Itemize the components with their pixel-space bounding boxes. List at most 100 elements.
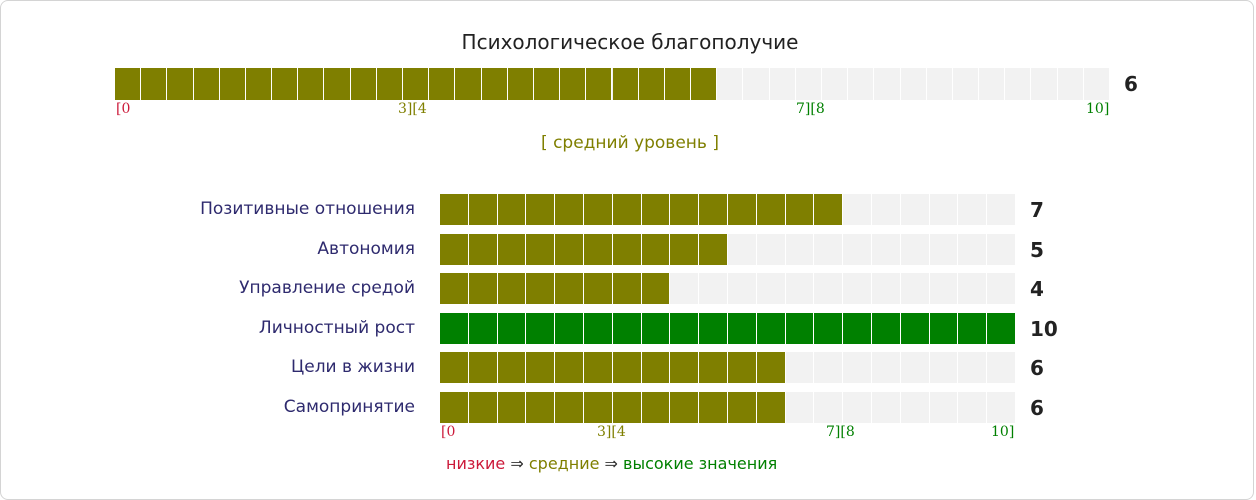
bar-empty-segment [843,233,872,265]
bar-segment [468,391,498,423]
main-bar-segment [691,68,718,100]
bar-empty-segment [930,233,959,265]
main-bar-segment [193,68,220,100]
main-bar-segment [586,68,613,100]
bar-empty-segment [699,273,728,304]
bar-empty-segment [958,391,988,423]
main-bar-segment [429,68,456,100]
bar-empty-segment [987,391,1016,423]
bar-segment [468,273,498,304]
bar-label: Цели в жизни [291,357,415,377]
bar-track [440,273,1016,304]
bar-segment [497,233,527,265]
bar-empty-segment [786,352,815,383]
main-bar-segment [245,68,273,100]
bar-empty-segment [814,352,844,383]
bar-segment [555,194,584,225]
main-bar-segment [324,68,351,100]
bar-segment [526,273,556,304]
bar-empty-segment [930,194,959,225]
bar-segment [497,391,527,423]
main-bar-segment [403,68,430,100]
bar-segment [468,233,498,265]
main-tick-3-4: 3][4 [398,101,427,117]
bar-segment [641,391,671,423]
bar-track [440,391,1016,423]
bar-segment [526,312,556,344]
bar-segment [612,273,642,304]
main-bar-empty-segment [1031,68,1058,100]
bar-track [440,194,1016,225]
bar-score: 6 [1030,356,1044,380]
bar-segment [526,194,556,225]
bar-segment [526,391,556,423]
bar-empty-segment [901,273,930,304]
bar-empty-segment [728,273,757,304]
bar-segment [641,194,671,225]
bar-empty-segment [958,233,988,265]
bar-empty-segment [728,233,757,265]
bar-segment [987,312,1016,344]
bar-segment [584,233,613,265]
bar-segment [670,312,700,344]
bar-segment [555,233,584,265]
main-tick-7-8: 7][8 [796,101,825,117]
legend-arrow-2: ⇒ [604,454,618,473]
legend-mid: средние [528,454,600,473]
bar-segment [670,233,700,265]
bar-empty-segment [987,352,1016,383]
bar-empty-segment [872,273,901,304]
bar-segment [468,194,498,225]
bar-empty-segment [757,273,786,304]
bar-segment [699,312,728,344]
main-bar-empty-segment [1058,68,1084,100]
main-chart-title: Психологическое благополучие [461,30,799,54]
bar-segment [555,273,584,304]
bar-segment [497,352,527,383]
main-bar-empty-segment [743,68,770,100]
main-bar-empty-segment [874,68,901,100]
main-bar-segment [533,68,561,100]
bar-segment [468,312,498,344]
main-tick-0: [0 [116,101,131,117]
bar-segment [728,352,757,383]
bar-empty-segment [987,233,1016,265]
main-bar-segment [167,68,194,100]
bar-empty-segment [901,233,930,265]
bar-empty-segment [872,194,901,225]
bar-segment [555,352,584,383]
sub-tick-3-4: 3][4 [597,424,626,440]
bar-segment [699,233,728,265]
bar-segment [584,312,613,344]
bar-empty-segment [958,194,988,225]
bar-empty-segment [872,391,901,423]
bar-segment [670,391,700,423]
bar-segment [814,312,844,344]
bar-track [440,233,1016,265]
bar-empty-segment [872,233,901,265]
bar-empty-segment [958,273,988,304]
bar-track [440,312,1016,344]
main-bar-empty-segment [1084,68,1110,100]
bar-segment [440,352,469,383]
main-bar-segment [664,68,692,100]
legend: низкие ⇒ средние ⇒ высокие значения [446,454,777,473]
bar-segment [440,391,469,423]
bar-empty-segment [814,273,844,304]
bar-segment [612,391,642,423]
main-bar-empty-segment [953,68,980,100]
bar-segment [843,312,872,344]
bar-empty-segment [670,273,700,304]
bar-segment [900,312,930,344]
bar-segment [699,194,728,225]
bar-segment [612,233,642,265]
main-bar-segment [481,68,508,100]
main-bar-segment [376,68,403,100]
bar-empty-segment [843,352,872,383]
bar-empty-segment [901,352,930,383]
bar-empty-segment [958,352,988,383]
bar-label: Личностный рост [258,317,415,338]
bar-segment [497,194,527,225]
bar-segment [756,312,786,344]
bar-segment [641,233,671,265]
